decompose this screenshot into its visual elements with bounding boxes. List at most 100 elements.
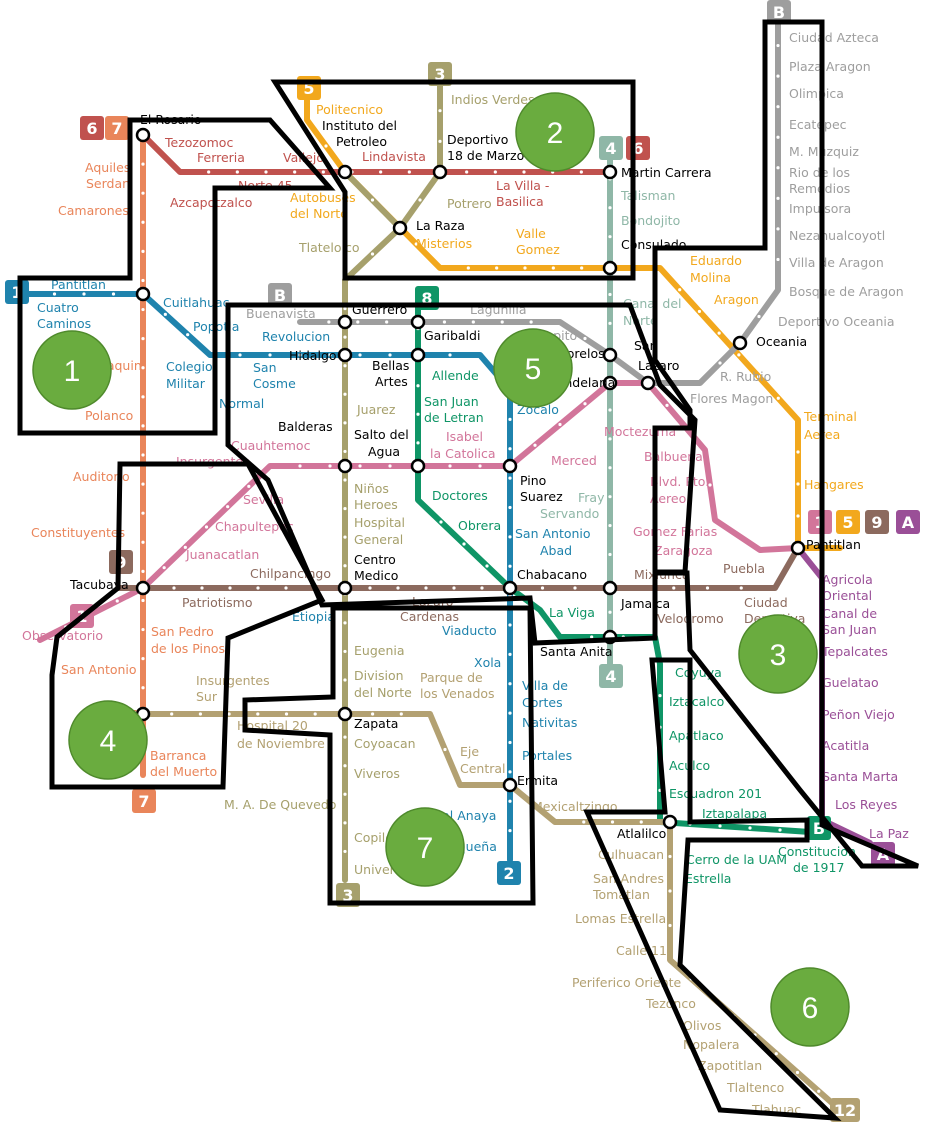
- zone-marker-5[interactable]: [493, 328, 573, 408]
- station-dot: [141, 686, 145, 690]
- station-dot: [343, 506, 347, 511]
- station-label: Cuauhtemoc: [231, 438, 311, 453]
- station-dot: [508, 417, 512, 421]
- station-label: San Antonio: [61, 662, 137, 677]
- station-dot: [608, 466, 612, 470]
- station-dot: [678, 288, 682, 292]
- station-label: Nezahualcoyotl: [789, 228, 885, 243]
- line-badge-label: 1: [11, 283, 22, 302]
- station-dot: [608, 437, 612, 441]
- station-label: Estrella: [685, 871, 731, 886]
- station-label: Central: [460, 761, 506, 776]
- station-dot: [774, 1052, 778, 1056]
- station-label: San: [253, 360, 277, 375]
- station-label: Terminal: [803, 409, 857, 424]
- station-label: Viaducto: [442, 623, 497, 638]
- line-badge-label: 8: [421, 289, 432, 308]
- zone-outlines: [17, 19, 919, 1121]
- zone-marker-7[interactable]: [385, 807, 465, 887]
- line-3: [342, 77, 443, 883]
- station-dot: [610, 820, 615, 824]
- station-label: Auditorio: [73, 469, 130, 484]
- line-badge-label: 12: [834, 1101, 856, 1120]
- station-dot: [141, 569, 145, 573]
- line-badge-label: 6: [632, 139, 643, 158]
- transfer-station: [337, 580, 353, 596]
- station-dot: [343, 564, 347, 568]
- station-label: Basilica: [496, 194, 544, 209]
- station-dot: [327, 320, 331, 324]
- station-label: Misterios: [416, 236, 472, 251]
- station-label: Acatitla: [822, 738, 869, 753]
- station-label: Pantitlan: [806, 537, 861, 552]
- station-dot: [238, 353, 242, 357]
- zone-marker-6[interactable]: [770, 967, 850, 1047]
- station-label: Pantitlan: [51, 277, 106, 292]
- station-label: Plaza Aragon: [789, 59, 871, 74]
- station-label: Medico: [354, 568, 398, 583]
- station-label: Parque de: [420, 670, 483, 685]
- station-dot: [328, 464, 332, 468]
- station-dot: [343, 621, 347, 625]
- station-label: San Antonio: [515, 526, 591, 541]
- station-dot: [343, 649, 347, 654]
- line-badge-bBb: [268, 283, 292, 307]
- zone-marker-4[interactable]: [68, 700, 148, 780]
- station-label: Tomatlan: [592, 887, 650, 902]
- station-dot: [183, 545, 187, 549]
- station-label: Caminos: [37, 316, 91, 331]
- station-label: Eje: [460, 744, 479, 759]
- zone-marker-1[interactable]: [32, 330, 112, 410]
- zone-marker-label: 1: [64, 355, 81, 388]
- station-dot: [343, 678, 347, 682]
- station-dot: [343, 535, 347, 539]
- zone-marker-label: 6: [802, 992, 819, 1025]
- station-dot: [672, 586, 676, 590]
- station-dot: [608, 321, 612, 325]
- line-badge-label: A: [902, 513, 915, 532]
- station-label: Cosme: [253, 376, 296, 391]
- station-dot: [776, 105, 780, 109]
- station-label: Division: [354, 668, 404, 683]
- line-badge-label: 7: [111, 119, 122, 138]
- station-label: Periferico Oriente: [572, 975, 682, 990]
- station-dot: [718, 361, 722, 365]
- station-dot: [438, 109, 442, 113]
- transfer-station: [602, 164, 618, 180]
- station-label: R. Rubio: [720, 369, 771, 384]
- station-dot: [522, 170, 526, 174]
- station-dot: [508, 447, 512, 451]
- station-dot: [141, 162, 145, 166]
- station-label: Eugenia: [354, 643, 405, 658]
- transfer-station: [502, 458, 518, 474]
- station-dot: [343, 764, 347, 768]
- zone-marker-3[interactable]: [738, 614, 818, 694]
- station-label: Barranca: [150, 748, 206, 763]
- station-label: Xola: [474, 655, 501, 670]
- transfer-station: [337, 164, 353, 180]
- station-label: Cuitlahuac: [163, 295, 230, 310]
- station-label: Bosque de Aragon: [789, 284, 904, 299]
- station-label: La Paz: [869, 826, 909, 841]
- station-dot: [298, 353, 302, 357]
- station-dot: [321, 170, 325, 174]
- station-label: San Juan: [424, 394, 479, 409]
- station-label: Ciudad Azteca: [789, 30, 879, 45]
- station-dot: [718, 824, 722, 828]
- station-dot: [776, 166, 780, 170]
- station-dot: [493, 170, 497, 174]
- line-badge-label: 9: [871, 513, 882, 532]
- station-dot: [583, 336, 587, 341]
- zone-marker-2[interactable]: [515, 92, 595, 172]
- station-label: del Norte: [290, 206, 348, 221]
- station-label: Olivos: [683, 1018, 721, 1033]
- station-dot: [343, 364, 347, 368]
- station-label: de Noviembre: [237, 736, 325, 751]
- transfer-station: [410, 314, 426, 330]
- station-dot: [115, 599, 119, 603]
- station-dot: [448, 353, 452, 357]
- line-badge-label: 3: [434, 65, 445, 84]
- station-label: Juarez: [356, 402, 396, 417]
- station-dot: [256, 586, 260, 590]
